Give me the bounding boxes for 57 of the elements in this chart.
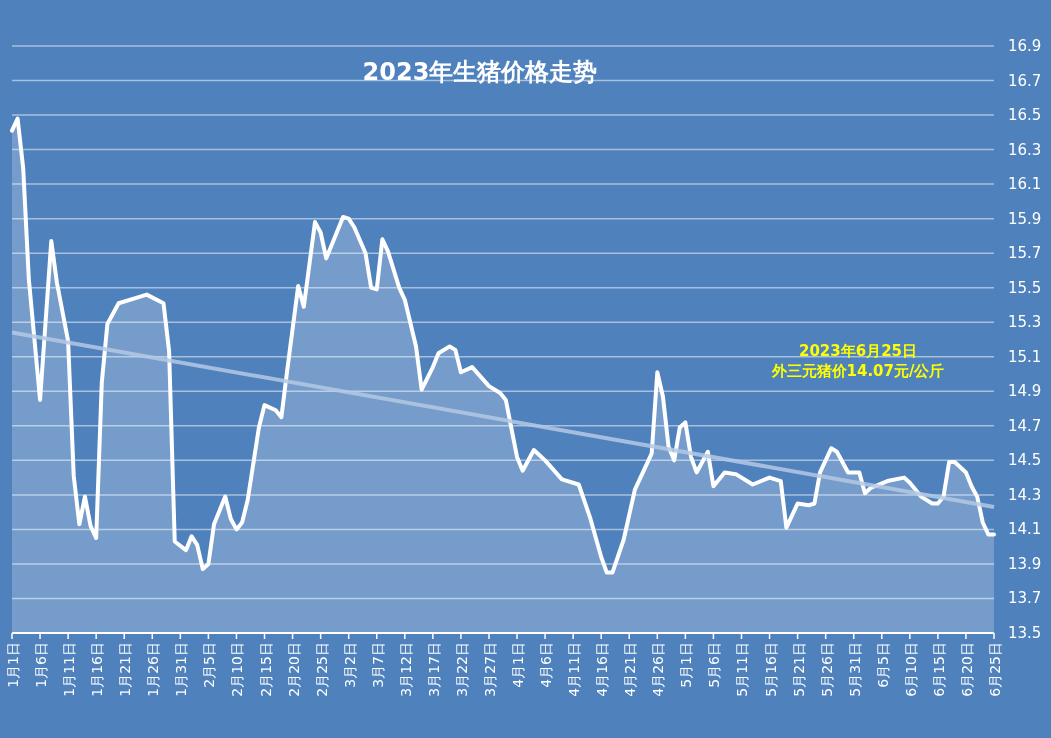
x-tick-label: 1月16日 <box>89 642 106 697</box>
y-tick-label: 15.1 <box>1008 347 1042 366</box>
y-tick-label: 15.7 <box>1008 244 1042 263</box>
x-tick-label: 6月10日 <box>902 642 919 697</box>
x-tick-label: 3月22日 <box>453 642 470 697</box>
y-tick-label: 13.7 <box>1008 589 1042 608</box>
y-tick-label: 16.9 <box>1008 37 1042 55</box>
y-tick-label: 14.5 <box>1008 451 1042 470</box>
x-tick-label: 5月16日 <box>762 642 779 697</box>
y-tick-label: 16.7 <box>1008 71 1042 90</box>
x-tick-label: 6月25日 <box>987 642 1003 697</box>
y-tick-label: 13.5 <box>1008 624 1042 642</box>
x-tick-label: 1月31日 <box>173 642 190 697</box>
x-tick-label: 4月1日 <box>510 642 527 688</box>
y-tick-label: 16.3 <box>1008 140 1042 159</box>
y-tick-label: 16.1 <box>1008 175 1042 194</box>
x-tick-label: 2月20日 <box>285 642 302 697</box>
y-tick-label: 15.9 <box>1008 209 1042 228</box>
y-tick-label: 14.3 <box>1008 485 1042 504</box>
x-tick-label: 2月25日 <box>313 642 330 697</box>
x-tick-label: 3月27日 <box>481 642 498 697</box>
y-tick-label: 14.7 <box>1008 416 1042 435</box>
x-tick-label: 2月5日 <box>201 642 218 688</box>
x-tick-label: 3月7日 <box>369 642 386 688</box>
y-tick-label: 15.5 <box>1008 278 1042 297</box>
x-tick-label: 5月1日 <box>678 642 695 688</box>
x-tick-label: 4月16日 <box>594 642 611 697</box>
x-tick-label: 5月21日 <box>790 642 807 697</box>
x-tick-label: 1月26日 <box>145 642 162 697</box>
y-tick-label: 14.1 <box>1008 520 1042 539</box>
y-tick-label: 13.9 <box>1008 554 1042 573</box>
x-tick-label: 4月21日 <box>622 642 639 697</box>
text: 2023年生猪价格走势 <box>362 58 598 86</box>
y-tick-label: 16.5 <box>1008 106 1042 125</box>
x-tick-label: 1月11日 <box>61 642 78 697</box>
y-tick-label: 14.9 <box>1008 382 1042 401</box>
annotation: 2023年6月25日 <box>798 342 918 360</box>
x-tick-label: 5月26日 <box>818 642 835 697</box>
x-tick-label: 3月12日 <box>397 642 414 697</box>
x-tick-label: 1月1日 <box>5 642 21 688</box>
x-tick-label: 4月6日 <box>538 642 555 688</box>
x-tick-label: 2月15日 <box>257 642 274 697</box>
x-tick-label: 5月6日 <box>706 642 723 688</box>
x-tick-label: 5月11日 <box>734 642 751 697</box>
x-tick-label: 3月17日 <box>425 642 442 697</box>
x-tick-label: 1月6日 <box>33 642 50 688</box>
x-tick-label: 4月26日 <box>650 642 667 697</box>
x-tick-label: 6月15日 <box>930 642 947 697</box>
y-tick-label: 15.3 <box>1008 313 1042 332</box>
x-tick-label: 3月2日 <box>341 642 358 688</box>
x-tick-label: 1月21日 <box>117 642 134 697</box>
x-tick-label: 2月10日 <box>229 642 246 697</box>
annotation: 外三元猪价14.07元/公斤 <box>770 362 945 380</box>
x-tick-label: 5月31日 <box>846 642 863 697</box>
x-tick-label: 4月11日 <box>566 642 583 697</box>
x-tick-label: 6月20日 <box>958 642 975 697</box>
x-tick-label: 6月5日 <box>874 642 891 688</box>
